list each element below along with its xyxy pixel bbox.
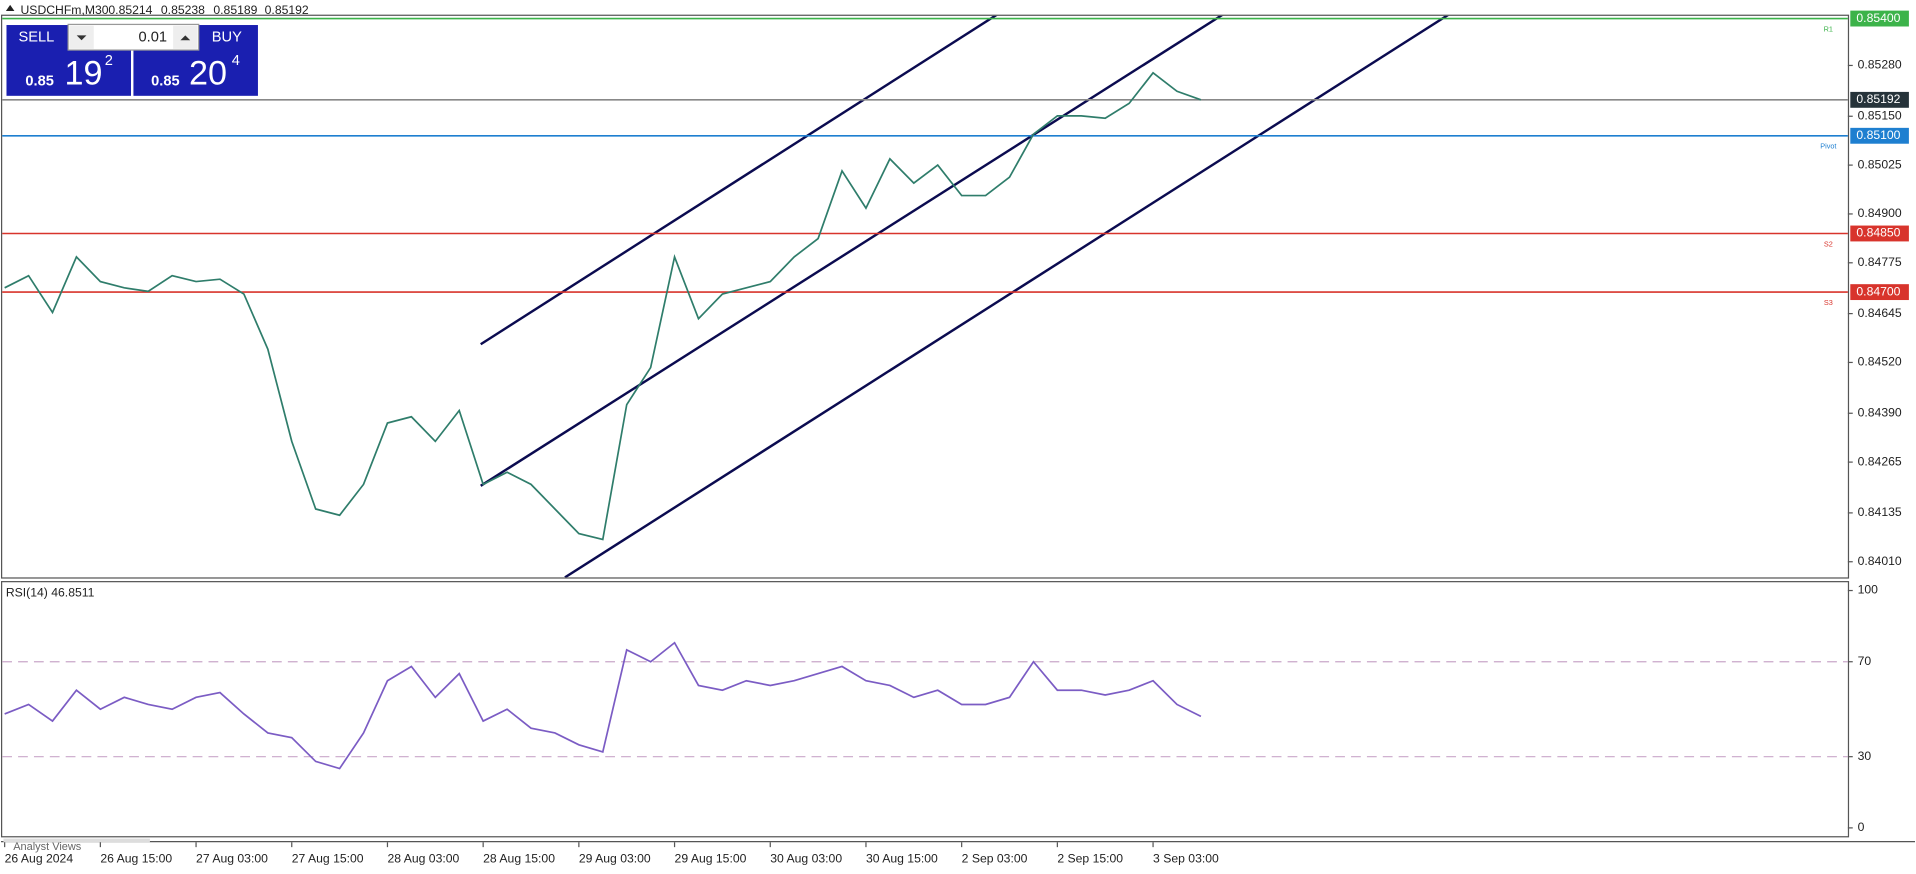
y-tick-label: 0.84010 <box>1858 554 1902 568</box>
trade-panel: SELL BUY 0.01 0.85 19 2 0.85 20 4 <box>5 23 260 98</box>
buy-sup: 4 <box>232 53 240 69</box>
level-label-bg <box>1850 225 1909 242</box>
y-tick-label: 0 <box>1858 820 1865 834</box>
arrow-down <box>76 35 87 41</box>
y-tick-label: 0.84645 <box>1858 306 1902 320</box>
channel-line <box>480 15 1224 487</box>
y-tick-label: 0.85150 <box>1858 108 1902 122</box>
level-label-bg <box>1850 127 1909 144</box>
y-tick-label: 70 <box>1858 654 1872 668</box>
rsi-panel <box>0 581 1850 838</box>
x-tick-label: 27 Aug 15:00 <box>292 852 364 866</box>
level-name: R1 <box>1824 24 1833 33</box>
y-tick-label: 0.84390 <box>1858 405 1902 419</box>
x-tick-label: 30 Aug 15:00 <box>866 852 938 866</box>
x-tick-label: 2 Sep 15:00 <box>1057 852 1123 866</box>
level-label-bg <box>1850 91 1909 108</box>
x-tick-label: 26 Aug 15:00 <box>100 852 172 866</box>
x-tick-label: 29 Aug 03:00 <box>579 852 651 866</box>
sell-big: 0.85 <box>25 74 53 90</box>
x-tick-label: 26 Aug 2024 <box>5 852 74 866</box>
series-line <box>4 71 1202 541</box>
y-tick-label: 0.84900 <box>1858 206 1902 220</box>
level-label: 0.84700 <box>1856 284 1900 298</box>
level-label-bg <box>1850 284 1909 301</box>
ohlc-open: 0.85214 <box>108 3 152 17</box>
symbol: USDCHFm,M30 <box>21 3 109 17</box>
channel-line <box>480 15 998 346</box>
y-tick-label: 0.84265 <box>1858 454 1902 468</box>
x-tick-label: 28 Aug 03:00 <box>387 852 459 866</box>
y-tick-label: 0.84520 <box>1858 355 1902 369</box>
level-name: S2 <box>1824 239 1833 248</box>
y-tick-label: 100 <box>1858 583 1879 597</box>
header: USDCHFm,M30 0.85214 0.85238 0.85189 0.85… <box>5 3 309 17</box>
level-label: 0.85400 <box>1856 11 1900 25</box>
buy-main: 20 <box>189 55 227 93</box>
y-tick-label: 0.85025 <box>1858 157 1902 171</box>
y-tick-label: 0.84775 <box>1858 255 1902 269</box>
x-tick-label: 30 Aug 03:00 <box>770 852 842 866</box>
x-tick-label: 3 Sep 03:00 <box>1153 852 1219 866</box>
series-line <box>4 641 1202 770</box>
x-tick-label: 29 Aug 15:00 <box>675 852 747 866</box>
level-label-bg <box>1850 10 1909 27</box>
main-panel <box>0 14 1850 579</box>
level-name: Pivot <box>1820 142 1836 151</box>
y-tick-label: 0.85280 <box>1858 58 1902 72</box>
header-icon <box>5 4 15 11</box>
sell-sup: 2 <box>105 53 113 69</box>
buy-big: 0.85 <box>151 74 179 90</box>
ohlc-low: 0.85189 <box>213 3 257 17</box>
x-tick-label: 27 Aug 03:00 <box>196 852 268 866</box>
level-label: 0.85192 <box>1856 92 1900 106</box>
level-label: 0.84850 <box>1856 226 1900 240</box>
x-tick-label: 2 Sep 03:00 <box>962 852 1028 866</box>
footer-tab[interactable]: Analyst Views <box>13 841 82 853</box>
footer-tab-bg <box>3 838 150 843</box>
ohlc-high: 0.85238 <box>161 3 205 17</box>
sell-button[interactable]: SELL <box>19 30 55 46</box>
sell-main: 19 <box>64 55 102 93</box>
x-tick-label: 28 Aug 15:00 <box>483 852 555 866</box>
level-name: S3 <box>1824 298 1833 307</box>
level-label: 0.85100 <box>1856 128 1900 142</box>
rsi-title: RSI(14) 46.8511 <box>6 585 95 599</box>
arrow-up <box>180 35 191 41</box>
y-tick-label: 0.84135 <box>1858 505 1902 519</box>
ohlc-close: 0.85192 <box>265 3 309 17</box>
y-tick-label: 30 <box>1858 749 1872 763</box>
lot-value[interactable]: 0.01 <box>139 30 167 46</box>
buy-button[interactable]: BUY <box>212 30 242 46</box>
